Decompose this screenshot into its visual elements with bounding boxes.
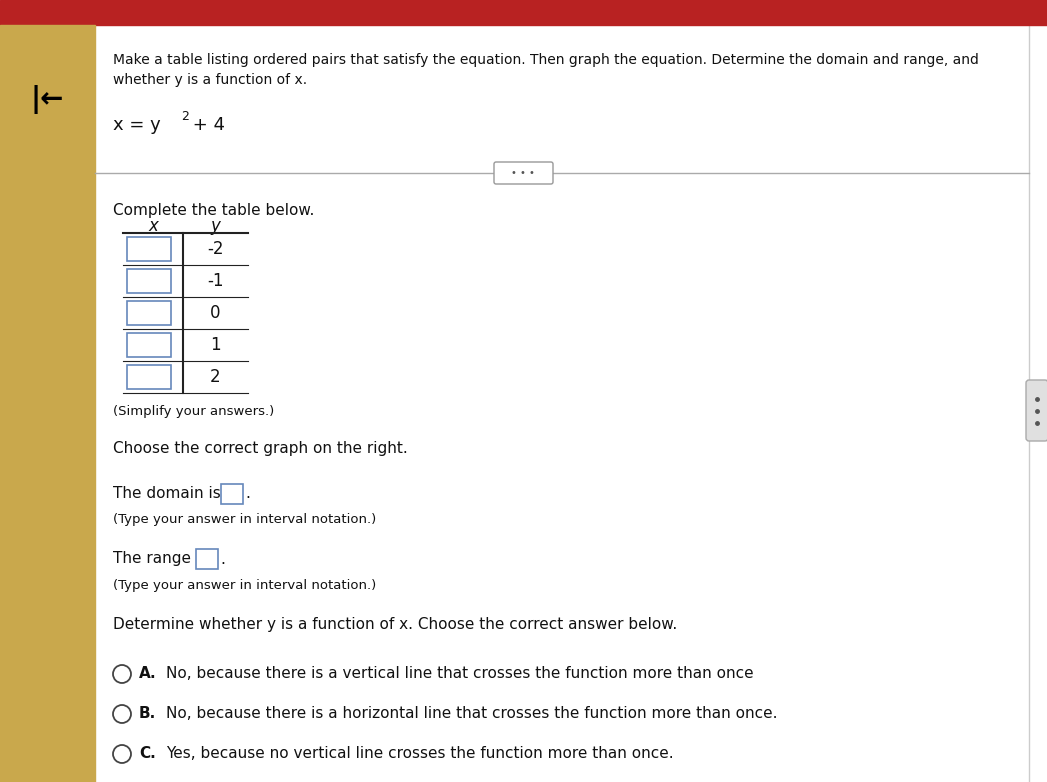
Text: Choose the correct graph on the right.: Choose the correct graph on the right. [113,442,407,457]
Text: .: . [220,551,225,566]
Text: |←: |← [30,85,64,114]
FancyBboxPatch shape [127,301,171,325]
Text: 0: 0 [210,304,221,322]
Text: x = y: x = y [113,116,161,134]
Text: A.: A. [139,666,157,681]
Text: The domain is: The domain is [113,486,225,501]
Text: Make a table listing ordered pairs that satisfy the equation. Then graph the equ: Make a table listing ordered pairs that … [113,53,979,67]
Circle shape [113,745,131,763]
FancyBboxPatch shape [196,549,218,569]
Text: 2: 2 [181,109,188,123]
Circle shape [113,705,131,723]
Bar [0,0,1047,25]
Text: -2: -2 [207,240,224,258]
Text: 1: 1 [210,336,221,354]
Text: No, because there is a horizontal line that crosses the function more than once.: No, because there is a horizontal line t… [166,706,778,722]
Text: x: x [148,217,158,235]
Text: C.: C. [139,747,156,762]
FancyBboxPatch shape [127,237,171,261]
FancyBboxPatch shape [127,333,171,357]
FancyBboxPatch shape [1026,380,1047,441]
FancyBboxPatch shape [127,269,171,293]
Text: .: . [245,486,250,501]
Text: y: y [210,217,221,235]
Text: • • •: • • • [511,168,535,178]
Text: Determine whether y is a function of x. Choose the correct answer below.: Determine whether y is a function of x. … [113,616,677,632]
Text: B.: B. [139,706,156,722]
Bar [0,25,95,782]
Text: -1: -1 [207,272,224,290]
Text: (Type your answer in interval notation.): (Type your answer in interval notation.) [113,579,376,591]
FancyBboxPatch shape [221,484,243,504]
Text: No, because there is a vertical line that crosses the function more than once: No, because there is a vertical line tha… [166,666,754,681]
Circle shape [113,665,131,683]
Text: The range is: The range is [113,551,213,566]
Text: whether y is a function of x.: whether y is a function of x. [113,73,307,87]
Text: Complete the table below.: Complete the table below. [113,203,314,218]
Text: Yes, because no vertical line crosses the function more than once.: Yes, because no vertical line crosses th… [166,747,673,762]
Text: 2: 2 [210,368,221,386]
Text: (Type your answer in interval notation.): (Type your answer in interval notation.) [113,514,376,526]
FancyBboxPatch shape [127,365,171,389]
FancyBboxPatch shape [494,162,553,184]
Text: (Simplify your answers.): (Simplify your answers.) [113,404,274,418]
Text: + 4: + 4 [187,116,225,134]
